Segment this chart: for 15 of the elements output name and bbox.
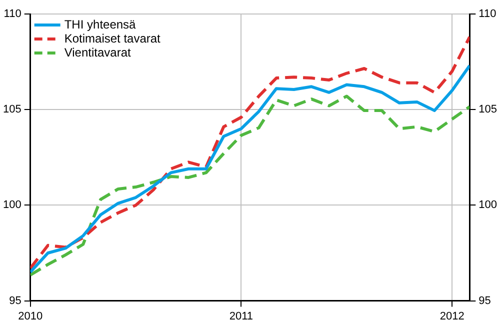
x-tick-label: 2010: [18, 310, 43, 322]
y2-tick-label: 110: [478, 8, 496, 20]
y-tick-label: 110: [4, 8, 22, 20]
y-tick-label: 95: [9, 294, 22, 307]
line-series: [30, 94, 470, 276]
x-tick-label: 2012: [440, 310, 464, 322]
y2-tick-label: 95: [478, 294, 491, 307]
y2-tick-label: 105: [478, 104, 498, 116]
x-tick-label: 2011: [229, 310, 254, 322]
y-tick-label: 105: [2, 104, 22, 116]
y2-tick-label: 100: [478, 199, 498, 212]
legend-label: Vientitavarat: [64, 45, 132, 60]
legend-label: THI yhteensä: [64, 17, 136, 32]
legend-label: Kotimaiset tavarat: [64, 31, 162, 46]
y-tick-label: 100: [2, 199, 22, 212]
